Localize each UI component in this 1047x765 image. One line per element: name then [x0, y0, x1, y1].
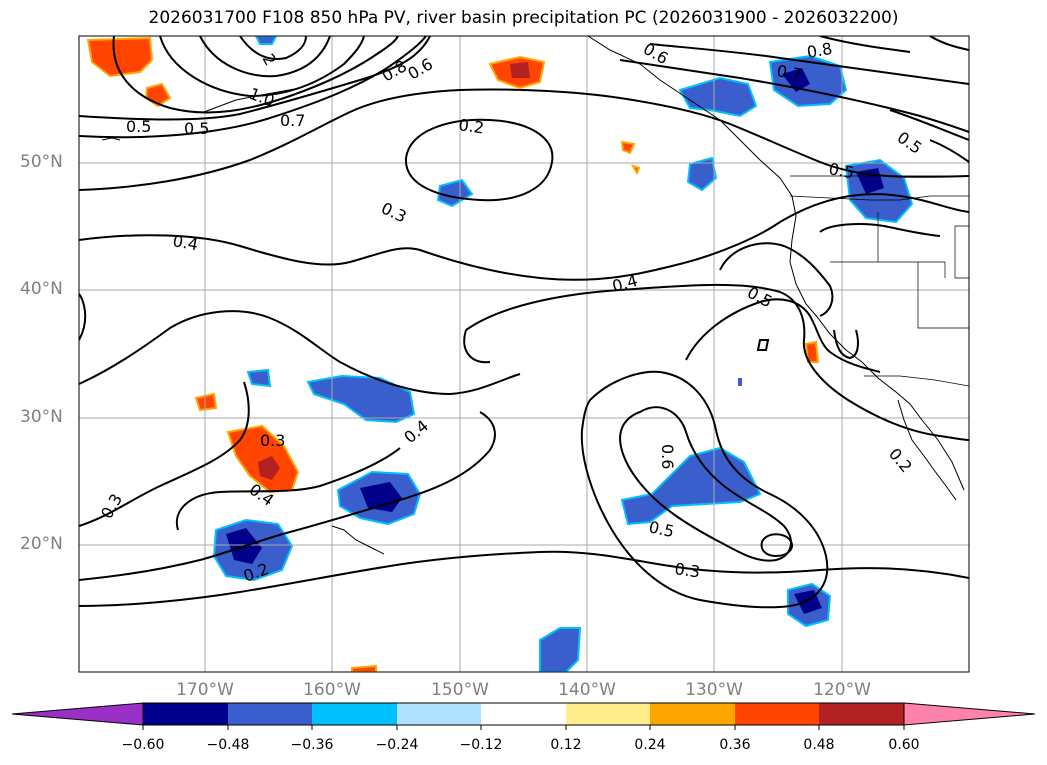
colorbar-tick-label: −0.24 [375, 737, 419, 753]
colorbar-swatch [228, 703, 312, 725]
coastlines [101, 36, 969, 555]
colorbar-tick-label: 0.12 [550, 737, 582, 753]
colorbar-over-arrow [903, 702, 1036, 726]
negative-anomaly-shading [212, 36, 914, 672]
lon-label-120w: 120°W [813, 680, 871, 700]
lon-label-140w: 140°W [558, 680, 616, 700]
contour-label: 0.5 [647, 517, 676, 541]
colorbar-tick-label: −0.12 [459, 737, 503, 753]
colorbar-tick-label: 0.36 [719, 737, 751, 753]
graticule [79, 36, 969, 672]
contour-label: 0.8 [805, 39, 833, 62]
lon-label-160w: 160°W [303, 680, 361, 700]
contour-label: 0.5 [184, 119, 209, 138]
map-title: 2026031700 F108 850 hPa PV, river basin … [148, 8, 899, 28]
colorbar-tick-label: −0.36 [290, 737, 334, 753]
colorbar-swatch [312, 703, 397, 725]
colorbar-tick-label: 0.48 [803, 737, 835, 753]
colorbar-swatch [566, 703, 650, 725]
lat-label-30n: 30°N [20, 407, 63, 427]
contour-label: 0.7 [775, 61, 803, 84]
colorbar-under-arrow [11, 702, 144, 726]
colorbar-swatch [481, 703, 566, 725]
lon-label-170w: 170°W [176, 680, 234, 700]
colorbar-tick-label: 0.60 [888, 737, 920, 753]
map-frame [78, 35, 970, 673]
contour-label: 0.5 [126, 117, 151, 136]
colorbar-swatch [397, 703, 481, 725]
contour-label: 0.2 [457, 115, 485, 137]
contour-label: 0.4 [171, 231, 199, 254]
contour-label: 0.7 [280, 111, 305, 130]
colorbar-frame [142, 702, 905, 726]
colorbar-tick-label: −0.60 [121, 737, 165, 753]
colorbar-swatch [143, 703, 228, 725]
colorbar-tick-label: 0.24 [634, 737, 666, 753]
colorbar-swatch [735, 703, 819, 725]
colorbar-tick-label: −0.48 [206, 737, 250, 753]
colorbar [11, 702, 1036, 730]
pv-contours [79, 36, 969, 609]
lat-label-50n: 50°N [20, 152, 63, 172]
contour-label: 0.3 [673, 559, 701, 581]
lat-label-20n: 20°N [20, 534, 63, 554]
lon-label-130w: 130°W [685, 680, 743, 700]
lat-label-40n: 40°N [20, 279, 63, 299]
positive-anomaly-shading [86, 36, 820, 672]
contour-label: 0.3 [260, 431, 285, 450]
colorbar-swatch [650, 703, 735, 725]
contour-label: 0.6 [658, 444, 677, 469]
contour-label: 0.5 [827, 159, 855, 182]
colorbar-swatch [819, 703, 904, 725]
lon-label-150w: 150°W [431, 680, 489, 700]
